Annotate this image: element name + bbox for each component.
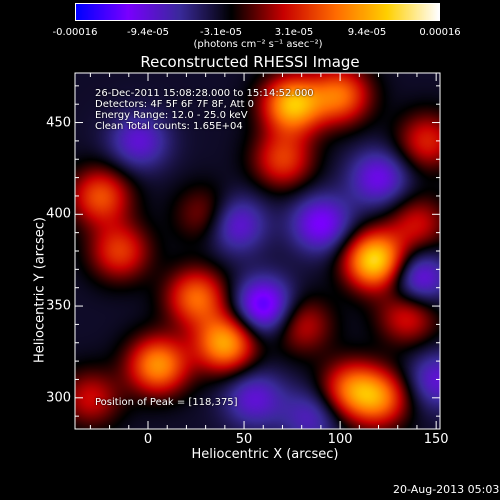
colorbar-tick-label: 0.00016 bbox=[419, 27, 461, 38]
y-tick-label: 350 bbox=[46, 298, 71, 314]
chart-title: Reconstructed RHESSI Image bbox=[140, 53, 360, 71]
colorbar-units: (photons cm⁻² s⁻¹ asec⁻²) bbox=[193, 39, 323, 50]
y-axis-label: Heliocentric Y (arcsec) bbox=[32, 217, 48, 363]
y-tick-label: 400 bbox=[46, 206, 71, 222]
colorbar bbox=[75, 3, 440, 21]
heatmap-image bbox=[75, 73, 440, 429]
colorbar-tick-label: 9.4e-05 bbox=[347, 27, 387, 38]
y-tick-label: 300 bbox=[46, 390, 71, 406]
colorbar-tick-label: 3.1e-05 bbox=[274, 27, 314, 38]
colorbar-tick-label: -3.1e-05 bbox=[200, 27, 242, 38]
x-tick-label: 50 bbox=[235, 432, 253, 447]
annotation-time-range: 26-Dec-2011 15:08:28.000 to 15:14:52.000 bbox=[95, 88, 314, 99]
x-axis-label: Heliocentric X (arcsec) bbox=[191, 447, 339, 462]
annotation-clean-counts: Clean Total counts: 1.65E+04 bbox=[95, 121, 243, 132]
y-tick-label: 450 bbox=[46, 115, 71, 131]
footer-date: 20-Aug-2013 05:03 bbox=[393, 483, 500, 496]
x-tick-label: 150 bbox=[423, 432, 449, 447]
annotation-energy-range: Energy Range: 12.0 - 25.0 keV bbox=[95, 110, 248, 121]
x-tick-label: 100 bbox=[327, 432, 353, 447]
annotation-detectors: Detectors: 4F 5F 6F 7F 8F, Att 0 bbox=[95, 99, 255, 110]
annotation-peak-position: Position of Peak = [118,375] bbox=[95, 397, 238, 408]
colorbar-tick-label: -0.00016 bbox=[52, 27, 98, 38]
x-tick-label: 0 bbox=[143, 432, 153, 447]
colorbar-tick-label: -9.4e-05 bbox=[127, 27, 169, 38]
